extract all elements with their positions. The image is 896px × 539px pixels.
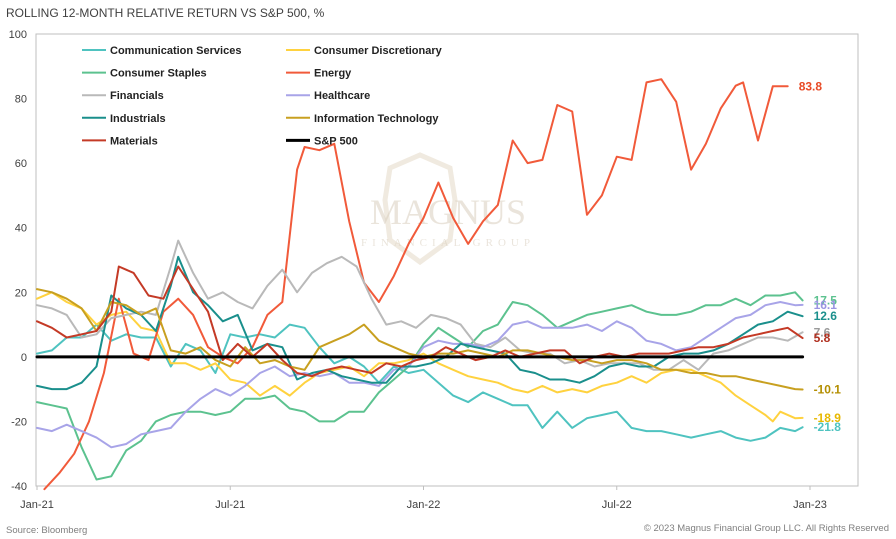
y-tick-label: 80 — [15, 94, 27, 106]
y-tick-label: 0 — [21, 352, 27, 364]
end-label-industrials: 12.6 — [814, 309, 838, 323]
legend-label-energy: Energy — [314, 68, 352, 80]
copyright-note: © 2023 Magnus Financial Group LLC. All R… — [644, 523, 889, 534]
end-label-energy: 83.8 — [799, 79, 823, 93]
series-line-healthcare — [36, 301, 804, 449]
end-labels: -21.8-18.9 17.5 83.8 7.6 16.112.6 -10.1 5.8 — [799, 79, 842, 434]
series-line-energy — [43, 78, 789, 491]
chart-title: ROLLING 12-MONTH RELATIVE RETURN VS S&P … — [6, 6, 325, 20]
end-label-financials: 7.6 — [814, 325, 831, 339]
end-label-consumer-staples: 17.5 — [814, 293, 838, 307]
y-tick-label: 60 — [15, 158, 27, 170]
series-line-information-technology — [36, 288, 804, 391]
plot-area — [35, 33, 859, 487]
x-axis: Jan-21 Jul-21 Jan-22 Jul-22 Jan-23 — [20, 486, 827, 511]
series-line-materials — [36, 265, 804, 378]
series-lines — [35, 78, 805, 491]
series-line-financials — [36, 239, 804, 371]
legend-label-materials: Materials — [110, 135, 158, 147]
x-tick-label: Jan-21 — [20, 499, 54, 511]
watermark: MAGNUS FINANCIAL GROUP — [361, 152, 535, 266]
x-tick-label: Jan-23 — [793, 499, 827, 511]
legend-label-consumer-staples: Consumer Staples — [110, 68, 207, 80]
legend-label-information-technology: Information Technology — [314, 113, 439, 125]
y-tick-label: -40 — [11, 481, 27, 493]
legend: Communication Services Consumer Discretio… — [82, 45, 443, 147]
y-axis: 100 80 60 40 20 0 -20 -40 — [9, 29, 27, 493]
end-label-materials: 5.8 — [814, 331, 831, 345]
legend-label-communication-services: Communication Services — [110, 45, 241, 57]
end-label-information-technology: -10.1 — [814, 382, 842, 396]
watermark-tagline: FINANCIAL GROUP — [361, 237, 535, 249]
end-label-consumer-discretionary: -18.9 — [814, 411, 842, 425]
legend-label-consumer-discretionary: Consumer Discretionary — [314, 45, 443, 57]
y-tick-label: 20 — [15, 287, 27, 299]
series-line-communication-services — [36, 323, 804, 442]
x-tick-label: Jul-22 — [602, 499, 632, 511]
end-label-communication-services: -21.8 — [814, 420, 842, 434]
end-label-healthcare: 16.1 — [814, 298, 838, 312]
legend-label-healthcare: Healthcare — [314, 90, 370, 102]
legend-label-financials: Financials — [110, 90, 164, 102]
source-note: Source: Bloomberg — [6, 525, 87, 536]
legend-label-sandp-500: S&P 500 — [314, 135, 358, 147]
y-tick-label: -20 — [11, 416, 27, 428]
legend-label-industrials: Industrials — [110, 113, 166, 125]
x-tick-label: Jan-22 — [407, 499, 441, 511]
watermark-name: MAGNUS — [370, 192, 526, 232]
y-tick-label: 100 — [9, 29, 27, 41]
x-tick-label: Jul-21 — [215, 499, 245, 511]
series-line-consumer-staples — [36, 291, 804, 481]
y-tick-label: 40 — [15, 223, 27, 235]
